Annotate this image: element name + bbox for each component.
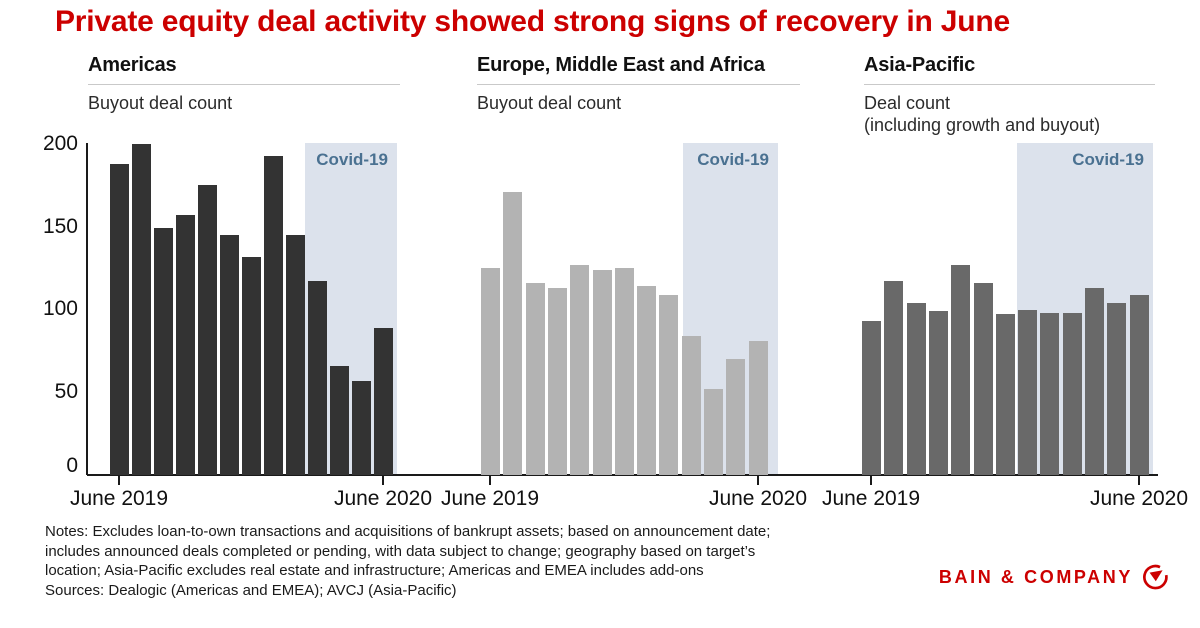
y-tick-label-50: 50 [54,380,78,403]
x-tick [757,476,759,485]
bar-americas-jun-2019 [110,163,129,475]
bar-asia-pacific-aug-2019 [906,302,926,475]
chart-header-emea: Europe, Middle East and Africa Buyout de… [477,54,800,114]
bain-compass-icon [1143,564,1168,590]
bar-asia-pacific-oct-2019 [951,264,971,475]
bar-asia-pacific-dec-2019 [995,314,1015,475]
x-axis-label-end: June 2020 [708,487,808,510]
bar-americas-sep-2019 [176,215,195,475]
bar-americas-aug-2019 [154,228,173,475]
chart-subtitle: Buyout deal count [477,93,622,113]
chart-subtitle: Deal count [864,93,951,113]
y-tick-label-100: 100 [42,297,78,320]
chart-header-asia-pacific: Asia-Pacific Deal count (including growt… [864,54,1155,136]
chart-title: Americas [88,54,177,76]
chart-title: Asia-Pacific [864,54,975,76]
x-axis-baseline [87,474,1158,476]
x-tick [118,476,120,485]
bar-asia-pacific-jun-2019 [862,321,881,475]
chart-title: Europe, Middle East and Africa [477,54,765,76]
bar-europe-middle-east-and-africa-feb-2020 [659,294,679,475]
covid-region-americas: Covid-19 [305,143,397,475]
chart-header-americas: Americas Buyout deal count [88,54,400,114]
x-axis-label-start: June 2019 [440,487,540,510]
x-tick [489,476,491,485]
covid-label: Covid-19 [1072,150,1144,169]
bar-americas-jul-2019 [132,144,151,475]
y-tick-label-0: 0 [66,454,78,477]
covid-label: Covid-19 [697,150,769,169]
bar-europe-middle-east-and-africa-sep-2019 [547,287,567,475]
note-line: Sources: Dealogic (Americas and EMEA); A… [45,581,457,599]
bar-asia-pacific-nov-2019 [973,283,993,475]
x-axis-label-end: June 2020 [1089,487,1189,510]
x-axis-label-start: June 2019 [69,487,169,510]
footnotes: Notes: Excludes loan-to-own transactions… [45,522,770,600]
chart-subtitle-line2: (including growth and buyout) [864,115,1101,135]
covid-label: Covid-19 [316,150,388,169]
header-divider [864,84,1155,85]
x-tick [870,476,872,485]
note-line: includes announced deals completed or pe… [45,542,756,560]
bar-europe-middle-east-and-africa-jun-2019 [481,268,500,475]
bar-europe-middle-east-and-africa-jul-2019 [503,191,523,475]
bar-americas-feb-2020 [286,235,305,475]
bar-europe-middle-east-and-africa-jan-2020 [637,286,657,475]
brand-logo: BAIN & COMPANY [939,564,1168,590]
y-tick-label-200: 200 [42,132,78,155]
bar-americas-dec-2019 [242,256,261,475]
bar-europe-middle-east-and-africa-nov-2019 [592,269,612,475]
bar-americas-oct-2019 [198,185,217,475]
bar-europe-middle-east-and-africa-aug-2019 [525,283,545,475]
covid-region-asia-pacific: Covid-19 [1017,143,1153,475]
note-line: Notes: Excludes loan-to-own transactions… [45,523,771,540]
x-tick [382,476,384,485]
x-axis-label-end: June 2020 [333,487,433,510]
covid-region-emea: Covid-19 [683,143,778,475]
bar-europe-middle-east-and-africa-oct-2019 [570,264,590,475]
x-tick [1138,476,1140,485]
bar-americas-nov-2019 [220,235,239,475]
bar-americas-jan-2020 [264,155,283,475]
header-divider [88,84,400,85]
chart-subtitle: Buyout deal count [88,93,233,113]
x-axis-label-start: June 2019 [821,487,921,510]
header-divider [477,84,800,85]
note-line: location; Asia-Pacific excludes real est… [45,562,704,579]
brand-name: BAIN & COMPANY [938,566,1133,587]
y-axis-line [86,143,88,475]
bar-asia-pacific-sep-2019 [928,311,948,475]
bar-europe-middle-east-and-africa-dec-2019 [614,268,634,475]
bar-asia-pacific-jul-2019 [884,281,904,475]
y-tick-label-150: 150 [42,215,78,238]
page-title: Private equity deal activity showed stro… [55,5,1011,38]
